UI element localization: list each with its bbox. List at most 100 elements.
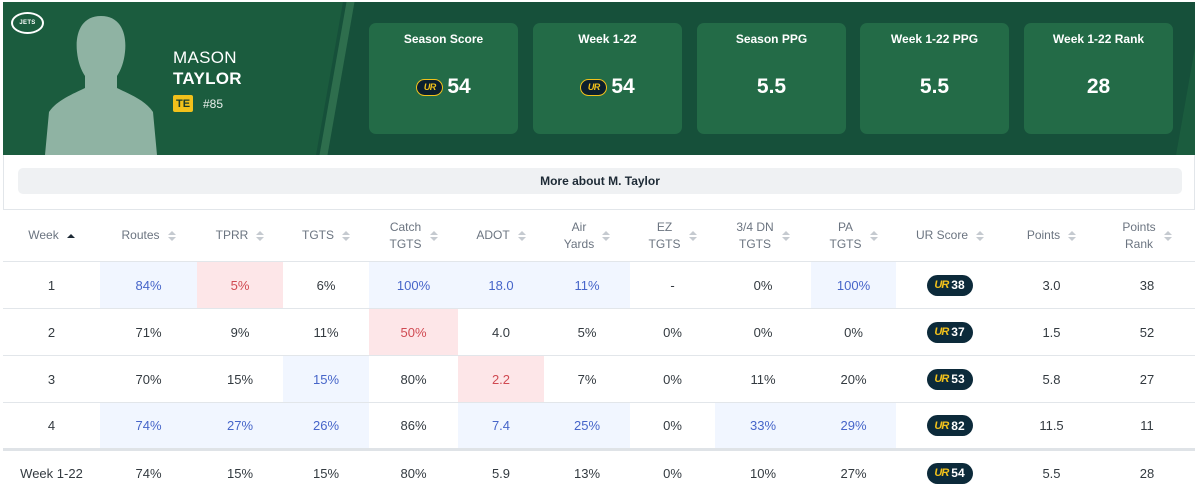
column-header[interactable]: Week [3, 209, 100, 262]
table-cell-pa: 27% [811, 448, 896, 496]
table-cell-adot: 5.9 [458, 448, 544, 496]
column-header[interactable]: TGTS [283, 209, 369, 262]
column-header-label: 3/4 DN TGTS [736, 219, 773, 253]
table-cell-air: 5% [544, 308, 630, 356]
table-cell-tprr: 5% [197, 261, 283, 309]
sort-icon[interactable] [167, 230, 176, 241]
sort-icon[interactable] [342, 230, 350, 241]
player-header: JETS MASON TAYLOR TE #85 Season Score UR 5… [3, 2, 1195, 155]
table-row: 3 70% 15% 15% 80% 2.2 7% 0% 11% 20% UR 53 5.8 27 [3, 355, 1195, 403]
sort-icon[interactable] [517, 230, 526, 241]
stat-card-value: 5.5 [756, 75, 787, 98]
table-cell-routes: 70% [100, 355, 197, 403]
stat-card-value-wrap: 5.5 [697, 75, 846, 99]
table-cell-rank: 28 [1099, 448, 1195, 496]
table-cell-week: 1 [3, 261, 100, 309]
table-cell-tprr: 9% [197, 308, 283, 356]
more-about-button[interactable]: More about M. Taylor [18, 168, 1182, 194]
sort-icon[interactable] [869, 230, 878, 241]
stat-card: Week 1-22 UR 54 [533, 23, 682, 134]
table-cell-adot: 7.4 [458, 402, 544, 450]
ur-score-badge: UR 54 [927, 462, 973, 484]
column-header-line1: PA [837, 219, 854, 234]
ur-score-value: 82 [951, 418, 965, 433]
table-cell-adot: 2.2 [458, 355, 544, 403]
sort-icon[interactable] [256, 230, 265, 241]
column-header-line2: TGTS [829, 236, 862, 251]
column-header-line1: TPRR [215, 228, 249, 242]
stat-card-label: Season PPG [735, 32, 808, 46]
column-header-line1: Catch [389, 219, 422, 234]
stat-card: Season PPG 5.5 [697, 23, 846, 134]
team-logo[interactable]: JETS [11, 12, 44, 34]
table-cell-dn: 0% [715, 261, 811, 309]
column-header[interactable]: Routes [100, 209, 197, 262]
stat-card-value-wrap: UR 54 [533, 75, 682, 99]
table-cell-tprr: 15% [197, 355, 283, 403]
ur-logo-icon: UR [934, 279, 949, 291]
sort-icon[interactable] [429, 230, 438, 241]
sort-icon[interactable] [976, 230, 984, 241]
player-first-name: MASON [173, 48, 237, 67]
table-row: 4 74% 27% 26% 86% 7.4 25% 0% 33% 29% UR 82 11.5 11 [3, 402, 1195, 450]
table-cell-ur: UR 53 [896, 355, 1004, 403]
column-header[interactable]: PA TGTS [811, 209, 896, 262]
column-header-line1: Routes [121, 228, 160, 242]
column-header[interactable]: UR Score [896, 209, 1004, 262]
stat-card-value: 28 [1086, 75, 1111, 98]
column-header[interactable]: EZ TGTS [630, 209, 715, 262]
column-header-line2: TGTS [389, 236, 422, 251]
stat-card-value-wrap: 28 [1024, 75, 1173, 99]
table-cell-routes: 74% [100, 402, 197, 450]
table-cell-tprr: 27% [197, 402, 283, 450]
column-header[interactable]: Catch TGTS [369, 209, 458, 262]
table-cell-pa: 0% [811, 308, 896, 356]
column-header[interactable]: 3/4 DN TGTS [715, 209, 811, 262]
column-header-label: PA TGTS [830, 219, 862, 253]
ur-logo-icon: UR [934, 373, 949, 385]
table-cell-pa: 29% [811, 402, 896, 450]
table-cell-pa: 20% [811, 355, 896, 403]
sort-icon[interactable] [1068, 230, 1077, 241]
column-header-label: EZ TGTS [649, 219, 681, 253]
sort-icon[interactable] [781, 230, 790, 241]
table-cell-dn: 10% [715, 448, 811, 496]
player-last-name: TAYLOR [173, 69, 242, 88]
position-badge: TE [173, 95, 193, 112]
table-cell-air: 7% [544, 355, 630, 403]
stat-card-value: 54 [447, 75, 471, 98]
weekly-stats-table: Week Routes TPRR TGTS Catch TGTS ADOT Air Yards E… [3, 209, 1195, 496]
table-cell-adot: 18.0 [458, 261, 544, 309]
table-cell-tgts: 15% [283, 448, 369, 496]
column-header[interactable]: Points [1004, 209, 1099, 262]
team-logo-text: JETS [13, 14, 42, 32]
stat-card-label: Week 1-22 PPG [890, 32, 979, 46]
column-header[interactable]: TPRR [197, 209, 283, 262]
column-header-line1: UR Score [915, 228, 968, 242]
sort-icon[interactable] [688, 230, 697, 241]
column-header[interactable]: Points Rank [1099, 209, 1195, 262]
table-cell-rank: 27 [1099, 355, 1195, 403]
column-header-label: TPRR [216, 227, 249, 244]
ur-score-value: 53 [951, 372, 965, 386]
column-header[interactable]: ADOT [458, 209, 544, 262]
column-header-line2: Rank [1124, 236, 1153, 251]
table-cell-rank: 52 [1099, 308, 1195, 356]
column-header-line1: Points [1026, 228, 1061, 242]
column-header-label: Routes [121, 227, 159, 244]
table-total-row: Week 1-22 74% 15% 15% 80% 5.9 13% 0% 10% 27% UR 54 5… [3, 448, 1195, 496]
table-cell-dn: 11% [715, 355, 811, 403]
column-header-label: Points Rank [1122, 219, 1155, 253]
table-cell-catch: 86% [369, 402, 458, 450]
table-cell-tgts: 15% [283, 355, 369, 403]
table-cell-points: 11.5 [1004, 402, 1099, 450]
column-header-label: UR Score [916, 227, 968, 244]
column-header[interactable]: Air Yards [544, 209, 630, 262]
sort-icon[interactable] [66, 233, 75, 238]
column-header-line1: Points [1122, 219, 1156, 234]
sort-icon[interactable] [602, 230, 611, 241]
sort-icon[interactable] [1163, 230, 1172, 241]
table-cell-routes: 71% [100, 308, 197, 356]
stat-card-value-wrap: UR 54 [369, 75, 518, 99]
